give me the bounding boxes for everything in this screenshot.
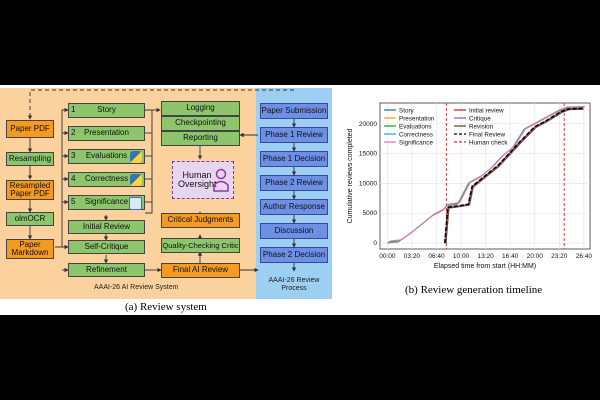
y-tick-label: 0 [373,240,377,247]
stage-correctness: 4 Correctness [68,172,145,187]
stage-label: Evaluations [85,151,128,161]
stage-number: 4 [71,174,76,184]
stage-number: 3 [71,151,76,161]
plot-area [379,102,591,250]
legend-entry: Human check [469,140,508,147]
person-icon [213,168,229,192]
initial-review-box: Initial Review [68,220,145,234]
caption-left: (a) Review system [125,301,207,313]
final-ai-review-box: Final AI Review [161,263,240,278]
stage-label: Significance [84,197,129,207]
process-step: Discussion [260,223,328,239]
stage-evaluations: 3 Evaluations [68,149,145,164]
logging-box: Logging [161,101,240,116]
human-oversight-label: Human Oversight [178,169,217,189]
figure-canvas: Paper PDF Resampling Resampled Paper PDF… [0,85,600,315]
process-step: Phase 1 Decision [260,151,328,167]
x-tick-label: 06:40 [428,253,445,260]
reporting-box: Reporting [161,131,240,146]
legend-entry: Final Review [469,132,505,139]
caption-right: (b) Review generation timeline [405,284,543,296]
process-step: Paper Submission [260,103,328,119]
legend-entry: Significance [399,140,433,147]
python-icon [130,151,142,163]
stage-number: 5 [71,197,76,207]
x-tick-label: 20:00 [527,253,544,260]
stage-label: Story [97,105,116,115]
process-title: AAAI-26 Review Process [268,277,320,292]
process-step: Author Response [260,199,328,215]
x-tick-label: 00:00 [379,253,396,260]
x-tick-label: 13:20 [477,253,494,260]
x-tick-label: 03:20 [404,253,421,260]
checkpointing-box: Checkpointing [161,116,240,131]
legend-entry: Story [399,108,415,115]
legend-entry: Revision [469,124,494,131]
y-axis-label: Cumulative reviews completed [347,128,354,223]
human-oversight-box: Human Oversight [172,161,234,199]
resampled-pdf-box: Resampled Paper PDF [6,180,54,200]
y-tick-label: 5000 [363,210,378,217]
process-step: Phase 2 Review [260,175,328,191]
series-line-revision [445,108,584,244]
stage-story: 1 Story [68,103,145,118]
quality-critic-box: Quality-Checking Critic [161,238,240,253]
stage-presentation: 2 Presentation [68,126,145,141]
self-critique-box: Self-Critique [68,240,145,254]
series-line-final-review [444,107,583,244]
x-tick-label: 10:00 [453,253,470,260]
resampling-box: Resampling [6,152,54,166]
timeline-chart: 00:00 03:20 06:40 10:00 13:20 16:40 20:00 23:20… [347,102,593,270]
search-icon [129,197,142,210]
process-step: Phase 1 Review [260,127,328,143]
series-line-significance [389,105,586,242]
diagram-connectors [27,89,297,273]
olmocr-box: olmOCR [6,212,54,226]
x-tick-label: 23:20 [551,253,568,260]
legend-entry: Critique [469,116,491,123]
process-step: Phase 2 Decision [260,247,328,263]
stage-label: Presentation [84,128,129,138]
legend-entry: Presentation [399,116,435,123]
y-tick-label: 15000 [359,151,377,158]
legend-entry: Evaluations [399,124,432,131]
y-tick-label: 10000 [359,180,377,187]
x-axis-label: Elapsed time from start (HH:MM) [434,263,536,270]
stage-significance: 5 Significance [68,195,145,210]
stage-number: 2 [71,128,76,138]
stage-number: 1 [71,105,76,115]
system-label: AAAI-26 AI Review System [94,284,179,291]
refinement-box: Refinement [68,263,145,277]
x-tick-label: 26:40 [576,253,593,260]
y-tick-label: 20000 [359,121,377,128]
paper-markdown-box: Paper Markdown [6,239,54,259]
python-icon [130,174,142,186]
legend-entry: Initial review [469,108,504,115]
x-tick-label: 16:40 [502,253,519,260]
legend-entry: Correctness [399,132,433,139]
paper-pdf-box: Paper PDF [6,120,54,138]
stage-label: Correctness [84,174,129,184]
critical-judgments-box: Critical Judgments [161,213,240,228]
